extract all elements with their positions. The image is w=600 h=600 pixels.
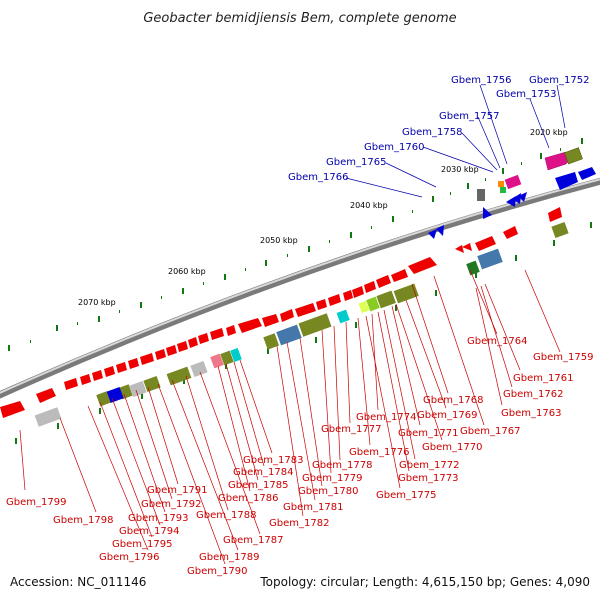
top-gene-labels: Gbem_1752 Gbem_1753 Gbem_1756 Gbem_1757 …	[288, 75, 589, 183]
gene-label: Gbem_1791	[147, 485, 207, 496]
scale-label-2030: 2030 kbp	[441, 165, 479, 174]
gene-arrow	[578, 167, 596, 180]
gene-label: Gbem_1772	[399, 460, 459, 471]
gene-label: Gbem_1790	[187, 566, 247, 577]
gene-box	[498, 181, 504, 187]
gene-label: Gbem_1752	[529, 75, 589, 86]
gene-label: Gbem_1784	[233, 467, 293, 478]
gene-label: Gbem_1786	[218, 493, 278, 504]
gene-label: Gbem_1774	[356, 412, 416, 423]
gene-box	[477, 189, 485, 201]
gene-label: Gbem_1766	[288, 172, 348, 183]
inner-tick-marks	[15, 222, 592, 444]
gene-label: Gbem_1771	[398, 428, 458, 439]
gene-arrow	[483, 207, 492, 219]
bottom-leader-lines	[19, 269, 561, 565]
gene-label: Gbem_1792	[141, 499, 201, 510]
scale-label-2050: 2050 kbp	[260, 236, 298, 245]
gene-label: Gbem_1781	[283, 502, 343, 513]
gene-label: Gbem_1757	[439, 111, 499, 122]
gene-label: Gbem_1783	[243, 455, 303, 466]
gene-label: Gbem_1796	[99, 552, 159, 563]
gene-label: Gbem_1767	[460, 426, 520, 437]
gene-label: Gbem_1799	[6, 497, 66, 508]
gene-label: Gbem_1778	[312, 460, 372, 471]
map-title: Geobacter bemidjiensis Bem, complete gen…	[143, 11, 456, 26]
gene-label: Gbem_1765	[326, 157, 386, 168]
gene-label: Gbem_1780	[298, 486, 358, 497]
gene-label: Gbem_1753	[496, 89, 556, 100]
gene-label: Gbem_1760	[364, 142, 424, 153]
gene-label: Gbem_1761	[513, 373, 573, 384]
gene-label: Gbem_1777	[321, 424, 381, 435]
gene-label: Gbem_1764	[467, 336, 527, 347]
gene-label: Gbem_1768	[423, 395, 483, 406]
gene-label: Gbem_1770	[422, 442, 482, 453]
gene-label: Gbem_1775	[376, 490, 436, 501]
outer-tick-marks	[8, 138, 583, 351]
gene-label: Gbem_1782	[269, 518, 329, 529]
scale-label-2040: 2040 kbp	[350, 201, 388, 210]
gene-label: Gbem_1763	[501, 408, 561, 419]
gene-label: Gbem_1798	[53, 515, 113, 526]
gene-label: Gbem_1788	[196, 510, 256, 521]
gene-label: Gbem_1785	[228, 480, 288, 491]
gene-arrow	[555, 172, 578, 190]
gene-label: Gbem_1759	[533, 352, 593, 363]
topology-text: Topology: circular; Length: 4,615,150 bp…	[259, 575, 590, 589]
scale-label-2070: 2070 kbp	[78, 298, 116, 307]
gene-label: Gbem_1779	[302, 473, 362, 484]
top-leader-lines	[345, 84, 566, 198]
gene-label: Gbem_1776	[349, 447, 409, 458]
gene-label: Gbem_1756	[451, 75, 511, 86]
gene-label: Gbem_1787	[223, 535, 283, 546]
gene-label: Gbem_1773	[398, 473, 458, 484]
gene-label: Gbem_1794	[119, 526, 179, 537]
inner-features	[34, 221, 569, 427]
gene-box	[564, 147, 583, 165]
gene-box	[500, 187, 506, 193]
genome-backbone-highlight	[0, 178, 600, 394]
scale-label-2020: 2020 kbp	[530, 128, 568, 137]
gene-label: Gbem_1758	[402, 127, 462, 138]
gene-label: Gbem_1793	[128, 513, 188, 524]
gene-label: Gbem_1769	[417, 410, 477, 421]
bottom-gene-labels: Gbem_1759 Gbem_1761 Gbem_1762 Gbem_1763 …	[6, 336, 593, 577]
forward-strand-genes	[0, 207, 562, 418]
accession-text: Accession: NC_011146	[10, 575, 146, 589]
gene-arrow	[518, 192, 527, 202]
genome-backbone	[0, 177, 600, 399]
gene-box	[504, 174, 522, 190]
gene-arrow	[428, 229, 437, 239]
gene-arrow	[436, 225, 444, 236]
top-strand-features	[428, 147, 596, 239]
gene-label: Gbem_1795	[112, 539, 172, 550]
scale-label-2060: 2060 kbp	[168, 267, 206, 276]
gene-label: Gbem_1762	[503, 389, 563, 400]
gene-label: Gbem_1789	[199, 552, 259, 563]
